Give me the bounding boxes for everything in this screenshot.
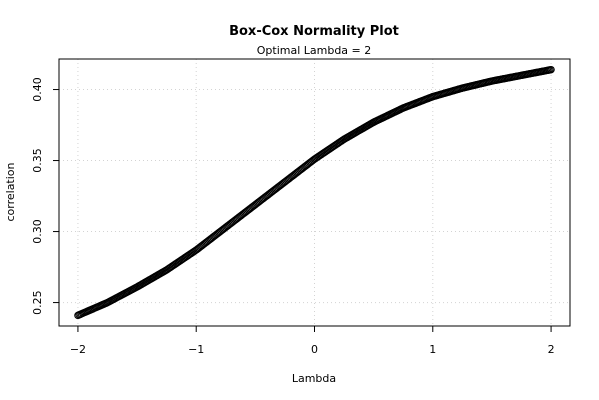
- y-tick-label: 0.35: [31, 148, 44, 173]
- x-tick-label: −2: [70, 343, 86, 356]
- y-tick-label: 0.25: [31, 290, 44, 315]
- y-tick-label: 0.40: [31, 77, 44, 102]
- data-points: [74, 65, 555, 320]
- x-tick-label: 1: [429, 343, 436, 356]
- y-axis: 0.25 0.30 0.35 0.40: [31, 77, 59, 315]
- x-axis-label: Lambda: [292, 372, 336, 385]
- x-axis: −2 −1 0 1 2: [70, 326, 555, 356]
- chart-subtitle: Optimal Lambda = 2: [257, 44, 372, 57]
- grid: [59, 59, 570, 326]
- x-tick-label: −1: [188, 343, 204, 356]
- y-tick-label: 0.30: [31, 219, 44, 244]
- y-axis-label: correlation: [4, 162, 17, 221]
- chart-title: Box-Cox Normality Plot: [229, 24, 399, 39]
- data-point: [547, 65, 555, 74]
- x-tick-label: 2: [548, 343, 555, 356]
- x-tick-label: 0: [311, 343, 318, 356]
